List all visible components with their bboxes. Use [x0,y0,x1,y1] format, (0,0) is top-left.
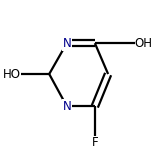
Text: N: N [62,100,71,113]
Text: N: N [62,37,71,50]
Text: F: F [92,136,98,149]
Text: HO: HO [3,68,21,81]
Text: OH: OH [135,37,153,50]
